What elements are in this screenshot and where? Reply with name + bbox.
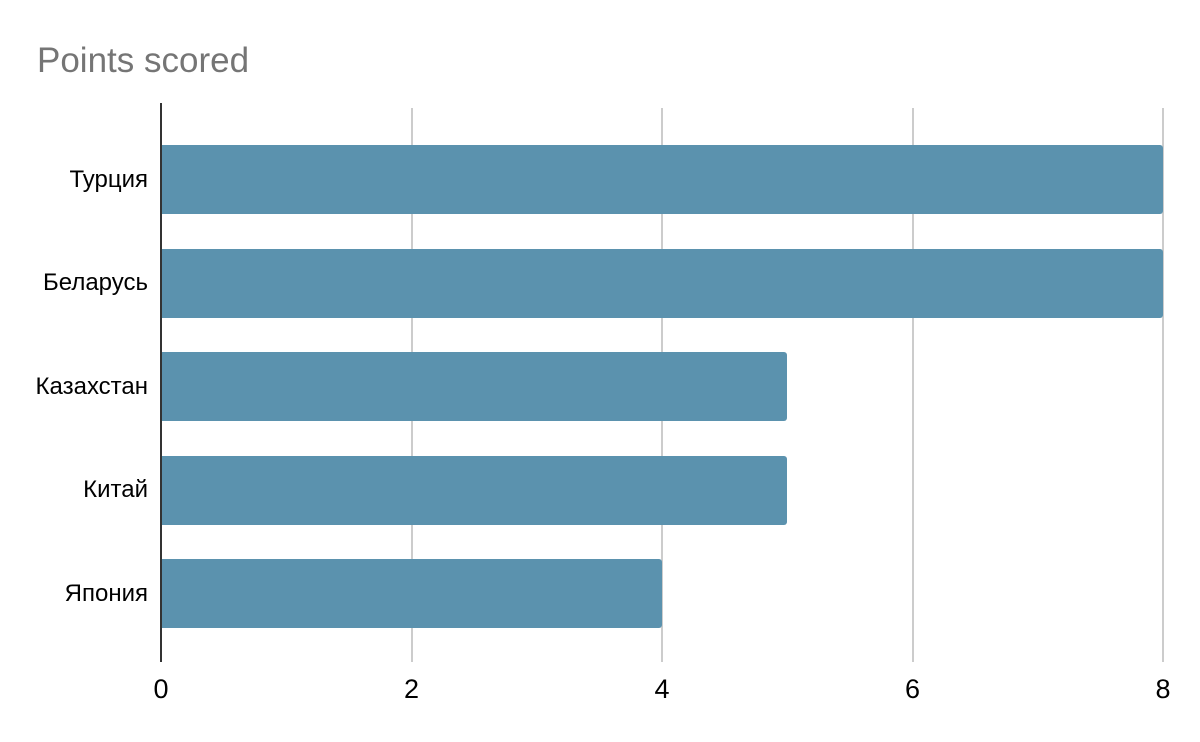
category-label-0: Турция bbox=[69, 165, 148, 193]
x-tick-label-8: 8 bbox=[1155, 674, 1171, 704]
bar-3 bbox=[161, 455, 788, 525]
x-tick-label-4: 4 bbox=[654, 674, 670, 704]
gridline-x-8 bbox=[1162, 108, 1164, 662]
bar-4 bbox=[161, 559, 662, 628]
bar-0 bbox=[161, 145, 1163, 214]
x-tick-label-6: 6 bbox=[904, 674, 921, 704]
bar-2 bbox=[161, 352, 788, 421]
gridline-x-6 bbox=[911, 108, 914, 662]
x-tick-label-2: 2 bbox=[403, 674, 420, 704]
category-label-3: Китай bbox=[83, 476, 148, 503]
category-label-2: Казахстан bbox=[35, 372, 148, 400]
y-axis-line bbox=[160, 103, 162, 662]
plot-area bbox=[160, 103, 1164, 662]
bar-1 bbox=[161, 248, 1163, 318]
category-label-4: Япония bbox=[64, 579, 148, 607]
x-tick-label-0: 0 bbox=[153, 674, 169, 704]
category-label-1: Беларусь bbox=[43, 269, 148, 296]
chart-title: Points scored bbox=[37, 41, 250, 80]
